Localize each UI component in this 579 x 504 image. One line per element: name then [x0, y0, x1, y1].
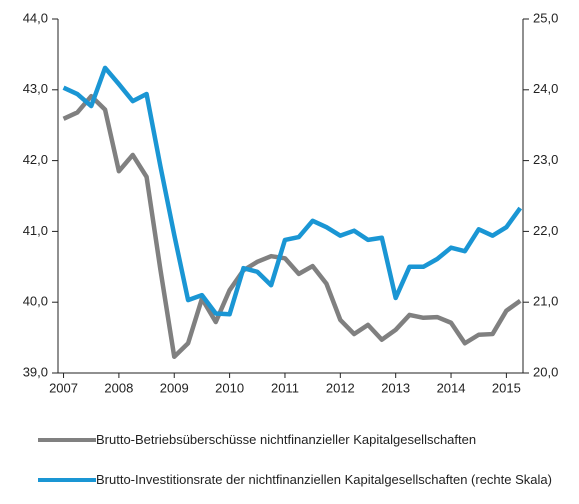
y-tick-label: 39,0 [23, 364, 48, 379]
chart: 39,0 40,0 41,0 42,0 43,0 44,0 20,0 21,0 22,0 23,0… [23, 10, 559, 395]
y2-tick-label: 23,0 [533, 152, 558, 167]
y2-tick-label: 25,0 [533, 10, 558, 25]
x-tick-label: 2010 [215, 380, 244, 395]
legend-label: Brutto-Investitionsrate der nichtfinanzi… [96, 472, 552, 487]
legend-swatch [38, 438, 96, 442]
legend-swatch [38, 478, 96, 482]
y-tick-label: 42,0 [23, 152, 48, 167]
x-tick-label: 2012 [326, 380, 355, 395]
y2-tick-label: 20,0 [533, 364, 558, 379]
x-tick-label: 2013 [381, 380, 410, 395]
y-tick-label: 41,0 [23, 223, 48, 238]
legend-label: Brutto-Betriebsüberschüsse nichtfinanzie… [96, 432, 477, 447]
legend-item: Brutto-Betriebsüberschüsse nichtfinanzie… [38, 432, 568, 447]
x-tick-label: 2011 [271, 380, 299, 395]
y2-tick-label: 21,0 [533, 294, 558, 309]
x-tick-label: 2008 [104, 380, 133, 395]
y-tick-label: 44,0 [23, 10, 48, 25]
y-tick-label: 40,0 [23, 294, 48, 309]
legend-item: Brutto-Investitionsrate der nichtfinanzi… [38, 472, 568, 487]
y-tick-label: 43,0 [23, 81, 48, 96]
x-tick-label: 2014 [437, 380, 466, 395]
y2-tick-label: 24,0 [533, 81, 558, 96]
series-line [62, 93, 522, 359]
x-tick-label: 2007 [49, 380, 78, 395]
x-tick-label: 2015 [492, 380, 521, 395]
x-tick-label: 2009 [160, 380, 189, 395]
series-line [62, 65, 523, 317]
y2-tick-label: 22,0 [533, 223, 558, 238]
